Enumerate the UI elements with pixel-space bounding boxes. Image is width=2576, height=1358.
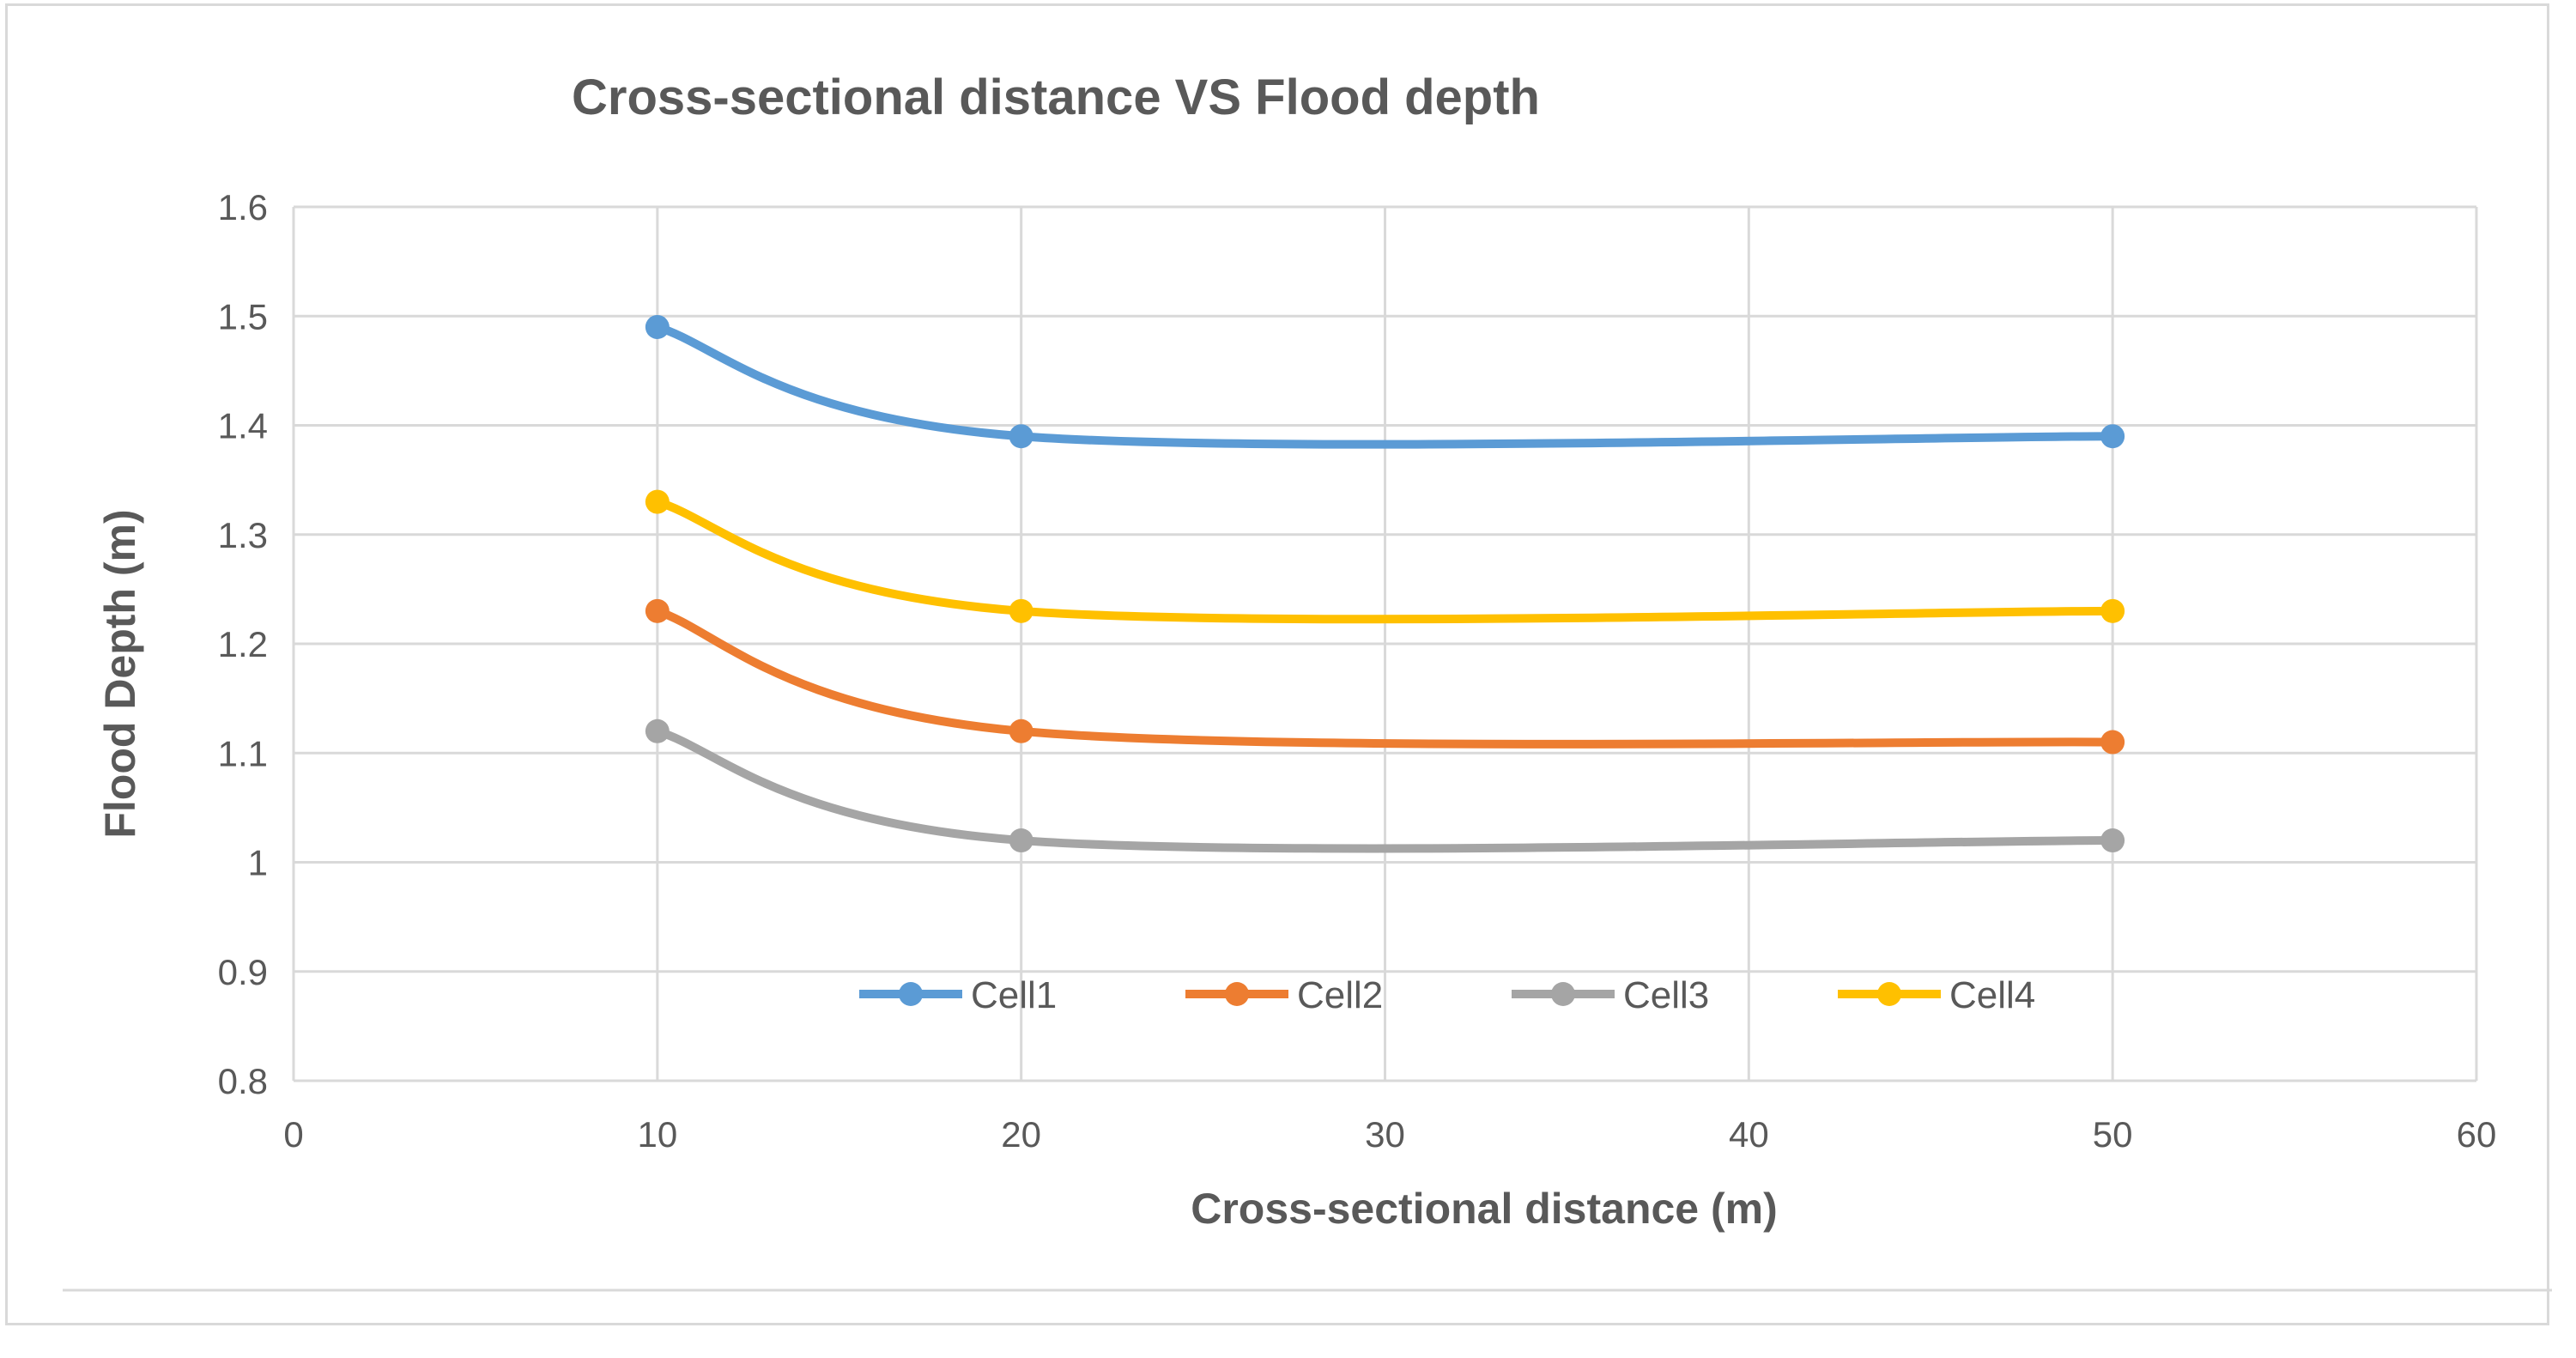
series-cell4 [645,489,2125,624]
legend-item-cell1: Cell1 [859,974,1057,1016]
chart-frame: Cross-sectional distance VS Flood depth … [5,3,2552,1325]
y-tick-label: 1.5 [218,296,268,336]
legend-label: Cell3 [1623,974,1709,1016]
legend-swatch-marker [1551,982,1575,1006]
legend-item-cell2: Cell2 [1185,974,1383,1016]
data-point-cell1 [645,314,670,339]
y-tick-label: 1.2 [218,624,268,664]
data-point-cell4 [645,489,670,514]
legend-item-cell4: Cell4 [1838,974,2035,1016]
series-cell3 [645,718,2125,853]
x-tick-label: 30 [1365,1114,1405,1155]
x-axis-label: Cross-sectional distance (m) [1191,1185,1778,1233]
y-tick-label: 1.1 [218,733,268,773]
legend-label: Cell4 [1949,974,2035,1016]
series-line-cell2 [652,606,2118,749]
legend-swatch-marker [1877,982,1901,1006]
data-point-cell4 [1009,598,1033,623]
series-layer [645,314,2125,853]
legend-item-cell3: Cell3 [1512,974,1709,1016]
x-tick-label: 10 [637,1114,677,1155]
x-tick-label: 20 [1001,1114,1041,1155]
y-axis-label: Flood Depth (m) [96,509,144,838]
data-point-cell3 [1009,828,1033,853]
data-point-cell2 [2100,730,2125,755]
data-point-cell3 [2100,828,2125,853]
legend-label: Cell2 [1297,974,1383,1016]
data-point-cell4 [2100,598,2125,623]
series-line-cell3 [652,726,2118,853]
legend-label: Cell1 [971,974,1057,1016]
y-tick-label: 1.6 [218,187,268,227]
legend-swatch-marker [1225,982,1249,1006]
y-tick-label: 0.9 [218,952,268,992]
y-tick-label: 1 [248,843,268,883]
line-chart: Cross-sectional distance VS Flood depth … [63,70,2552,1292]
x-tick-label: 40 [1729,1114,1769,1155]
series-cell2 [645,598,2125,755]
tick-layer: 0.8 0.9 1 1.1 1.2 1.3 1.4 1.5 1.6 0 10 20 30 40 50 60 [218,187,2497,1155]
x-tick-label: 50 [2093,1114,2133,1155]
data-point-cell2 [1009,718,1033,743]
data-point-cell3 [645,718,670,743]
series-line-cell4 [652,497,2118,624]
series-cell1 [645,314,2125,449]
legend-swatch-marker [899,982,923,1006]
data-point-cell1 [2100,424,2125,449]
x-tick-label: 0 [283,1114,303,1155]
y-tick-label: 1.4 [218,406,268,446]
series-line-cell1 [652,322,2118,449]
data-point-cell1 [1009,424,1033,449]
grid-layer [292,205,2478,1082]
chart-title: Cross-sectional distance VS Flood depth [572,70,1540,125]
y-tick-label: 1.3 [218,515,268,555]
y-tick-label: 0.8 [218,1061,268,1101]
x-tick-label: 60 [2457,1114,2497,1155]
data-point-cell2 [645,598,670,623]
legend: Cell1 Cell2 Cell3 Cell4 [859,974,2035,1016]
